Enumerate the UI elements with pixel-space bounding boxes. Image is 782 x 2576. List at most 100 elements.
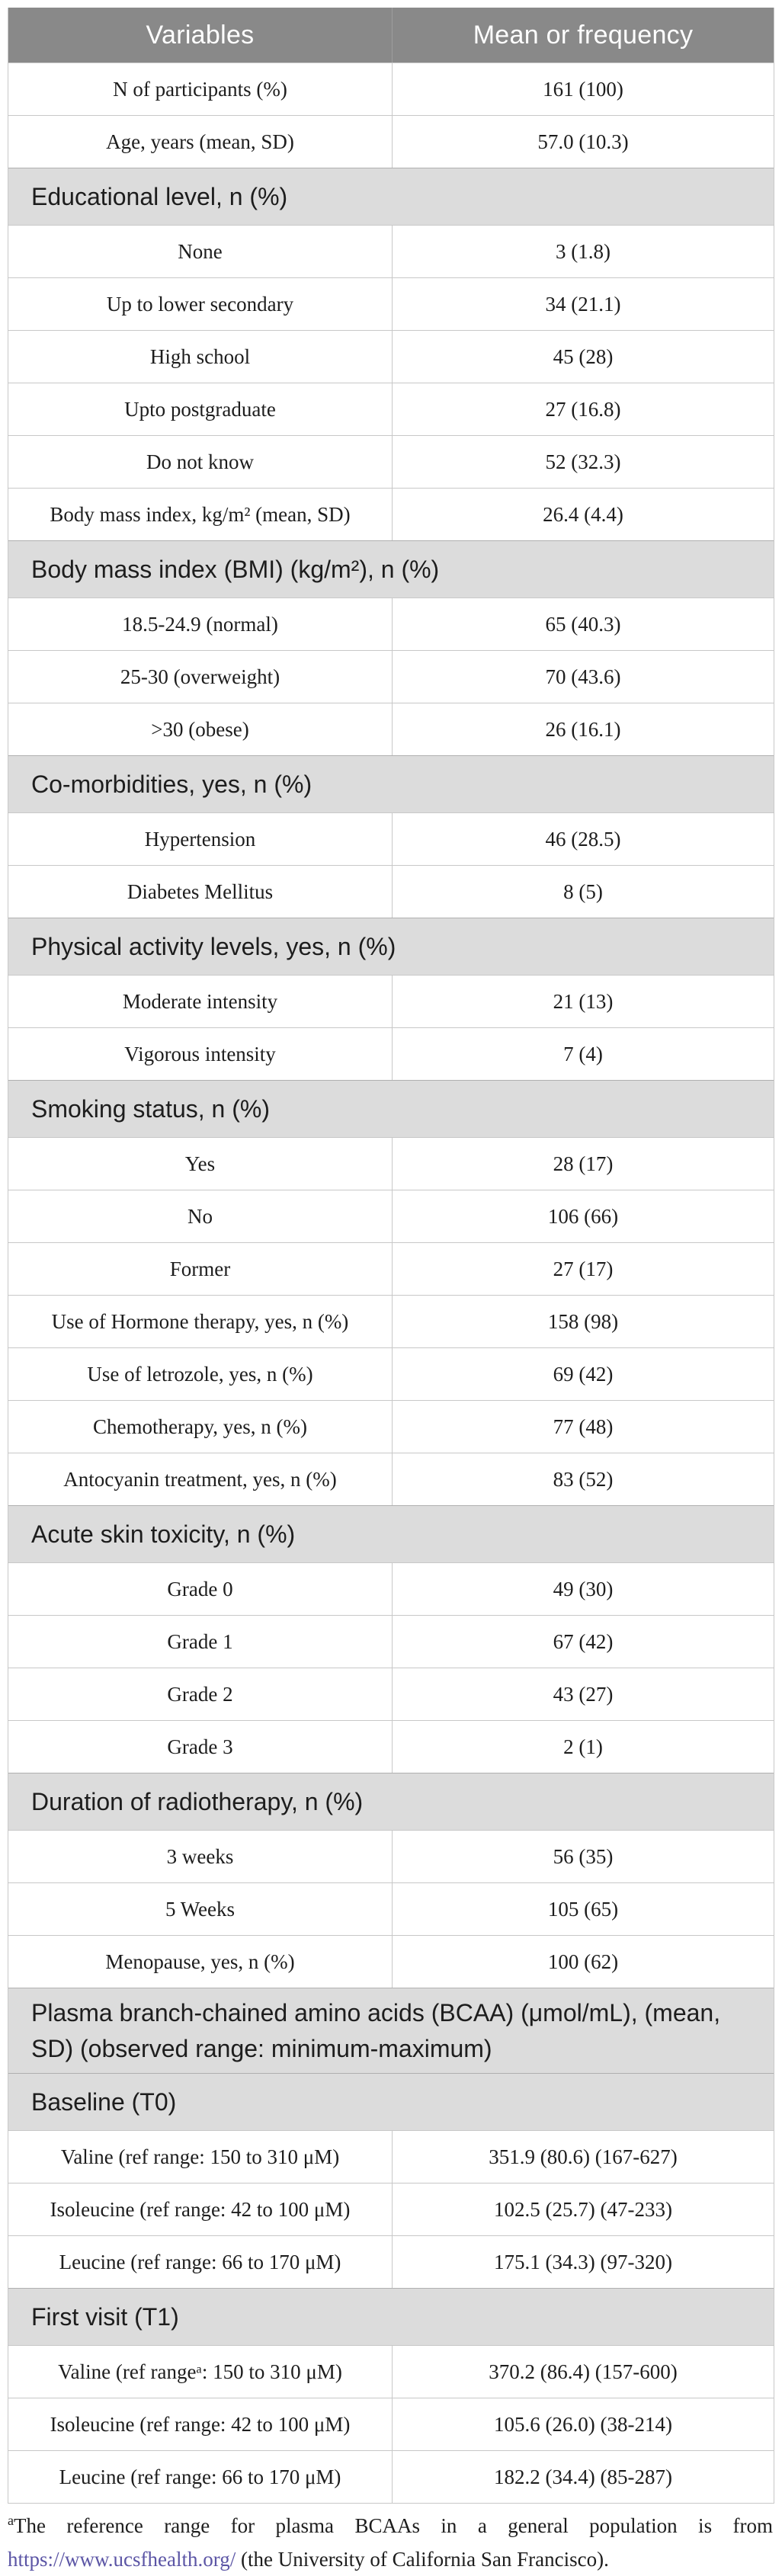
variable-cell: 3 weeks xyxy=(8,1831,393,1882)
variable-cell: Use of letrozole, yes, n (%) xyxy=(8,1348,393,1400)
section-label: Acute skin toxicity, n (%) xyxy=(31,1520,296,1548)
value-cell: 3 (1.8) xyxy=(556,239,611,263)
variable-cell: 18.5-24.9 (normal) xyxy=(8,598,393,650)
variable-cell: Isoleucine (ref range: 42 to 100 μM) xyxy=(8,2184,393,2235)
section-header-row: Educational level, n (%) xyxy=(8,168,774,225)
column-header-variables: Variables xyxy=(8,8,393,62)
column-header-mean-or-frequency: Mean or frequency xyxy=(473,20,694,50)
value-cell: 49 (30) xyxy=(553,1577,614,1600)
footnote-marker: a xyxy=(8,2513,14,2528)
section-header-row: Physical activity levels, yes, n (%) xyxy=(8,918,774,975)
section-header-row: Plasma branch-chained amino acids (BCAA)… xyxy=(8,1988,774,2073)
variable-cell: 5 Weeks xyxy=(8,1883,393,1935)
value-cell: 7 (4) xyxy=(563,1042,603,1065)
table-row: Grade 2 43 (27) xyxy=(8,1668,774,1720)
variable-cell: Leucine (ref range: 66 to 170 μM) xyxy=(8,2451,393,2503)
value-cell: 28 (17) xyxy=(553,1152,614,1175)
variable-cell: High school xyxy=(8,331,393,383)
value-cell: 43 (27) xyxy=(553,1682,614,1706)
value-cell: 69 (42) xyxy=(553,1362,614,1386)
table-row: Moderate intensity 21 (13) xyxy=(8,975,774,1027)
value-cell: 351.9 (80.6) (167-627) xyxy=(489,2145,678,2168)
value-cell: 105.6 (26.0) (38-214) xyxy=(494,2412,672,2436)
footnote: aThe reference range for plasma BCAAs in… xyxy=(8,2510,773,2576)
variable-cell: Chemotherapy, yes, n (%) xyxy=(8,1401,393,1453)
value-cell: 34 (21.1) xyxy=(545,292,621,316)
variable-cell: Yes xyxy=(8,1138,393,1190)
table-row: Do not know 52 (32.3) xyxy=(8,435,774,488)
variable-cell: Valine (ref range: 150 to 310 μM) xyxy=(8,2131,393,2183)
table-header-row: Variables Mean or frequency xyxy=(8,8,774,62)
section-label: Baseline (T0) xyxy=(31,2087,177,2116)
table-row: Chemotherapy, yes, n (%) 77 (48) xyxy=(8,1400,774,1453)
table-row: Menopause, yes, n (%) 100 (62) xyxy=(8,1935,774,1988)
footnote-text-before: The reference range for plasma BCAAs in … xyxy=(14,2514,773,2537)
variable-cell: Hypertension xyxy=(8,813,393,865)
variable-cell: Body mass index, kg/m² (mean, SD) xyxy=(8,489,393,540)
table-row: Body mass index, kg/m² (mean, SD) 26.4 (4… xyxy=(8,488,774,540)
variable-cell: 25-30 (overweight) xyxy=(8,651,393,703)
table-row: Yes 28 (17) xyxy=(8,1137,774,1190)
section-header-row: Acute skin toxicity, n (%) xyxy=(8,1505,774,1562)
variable-cell: Grade 2 xyxy=(8,1668,393,1720)
section-label: Body mass index (BMI) (kg/m²), n (%) xyxy=(31,555,440,583)
table-row: >30 (obese) 26 (16.1) xyxy=(8,703,774,755)
footnote-text-after: (the University of California San Franci… xyxy=(236,2547,609,2571)
value-cell: 158 (98) xyxy=(547,1309,619,1333)
variable-cell: Moderate intensity xyxy=(8,976,393,1027)
value-cell: 105 (65) xyxy=(547,1897,619,1921)
value-cell: 45 (28) xyxy=(553,344,614,368)
variable-cell: N of participants (%) xyxy=(8,63,393,115)
value-cell: 27 (17) xyxy=(553,1257,614,1280)
value-cell: 100 (62) xyxy=(547,1950,619,1973)
variable-cell: >30 (obese) xyxy=(8,703,393,755)
variable-cell: Valine (ref rangeᵃ: 150 to 310 μM) xyxy=(8,2346,393,2398)
section-header-row: Co-morbidities, yes, n (%) xyxy=(8,755,774,812)
table-row: Use of Hormone therapy, yes, n (%) 158 (9… xyxy=(8,1295,774,1347)
value-cell: 57.0 (10.3) xyxy=(537,130,629,153)
section-label: Physical activity levels, yes, n (%) xyxy=(31,932,396,960)
variable-cell: No xyxy=(8,1190,393,1242)
table-row: Age, years (mean, SD) 57.0 (10.3) xyxy=(8,115,774,168)
table-row: Upto postgraduate 27 (16.8) xyxy=(8,383,774,435)
value-cell: 67 (42) xyxy=(553,1629,614,1653)
value-cell: 2 (1) xyxy=(563,1735,603,1758)
value-cell: 102.5 (25.7) (47-233) xyxy=(494,2197,672,2221)
table-row: 5 Weeks 105 (65) xyxy=(8,1882,774,1935)
table-row: Valine (ref range: 150 to 310 μM) 351.9 (… xyxy=(8,2130,774,2183)
section-header-row: First visit (T1) xyxy=(8,2288,774,2345)
section-header-row: Body mass index (BMI) (kg/m²), n (%) xyxy=(8,540,774,598)
table-row: Grade 3 2 (1) xyxy=(8,1720,774,1773)
section-header-row: Baseline (T0) xyxy=(8,2073,774,2130)
variable-cell: Grade 3 xyxy=(8,1721,393,1773)
value-cell: 26 (16.1) xyxy=(545,717,621,741)
table-row: Diabetes Mellitus 8 (5) xyxy=(8,865,774,918)
table-row: 3 weeks 56 (35) xyxy=(8,1830,774,1882)
value-cell: 161 (100) xyxy=(543,77,623,101)
table-row: Grade 1 67 (42) xyxy=(8,1615,774,1668)
value-cell: 21 (13) xyxy=(553,989,614,1013)
value-cell: 46 (28.5) xyxy=(545,827,621,851)
variable-cell: Upto postgraduate xyxy=(8,383,393,435)
value-cell: 56 (35) xyxy=(553,1844,614,1868)
value-cell: 175.1 (34.3) (97-320) xyxy=(494,2250,672,2273)
variable-cell: Isoleucine (ref range: 42 to 100 μM) xyxy=(8,2398,393,2450)
value-cell: 182.2 (34.4) (85-287) xyxy=(494,2465,672,2488)
footnote-link[interactable]: https://www.ucsfhealth.org/ xyxy=(8,2547,236,2571)
table-row: Antocyanin treatment, yes, n (%) 83 (52) xyxy=(8,1453,774,1505)
variable-cell: Grade 0 xyxy=(8,1563,393,1615)
value-cell: 77 (48) xyxy=(553,1415,614,1438)
table-body: N of participants (%) 161 (100) Age, years… xyxy=(8,62,774,2503)
table-row: Leucine (ref range: 66 to 170 μM) 175.1 (… xyxy=(8,2235,774,2288)
table-row: No 106 (66) xyxy=(8,1190,774,1242)
section-header-row: Smoking status, n (%) xyxy=(8,1080,774,1137)
section-label: Smoking status, n (%) xyxy=(31,1094,270,1123)
table-row: None 3 (1.8) xyxy=(8,225,774,277)
value-cell: 70 (43.6) xyxy=(545,665,621,688)
table-row: Use of letrozole, yes, n (%) 69 (42) xyxy=(8,1347,774,1400)
variable-cell: Use of Hormone therapy, yes, n (%) xyxy=(8,1296,393,1347)
value-cell: 370.2 (86.4) (157-600) xyxy=(489,2360,678,2383)
variable-cell: Diabetes Mellitus xyxy=(8,866,393,918)
variable-cell: Vigorous intensity xyxy=(8,1028,393,1080)
section-label: First visit (T1) xyxy=(31,2302,179,2331)
